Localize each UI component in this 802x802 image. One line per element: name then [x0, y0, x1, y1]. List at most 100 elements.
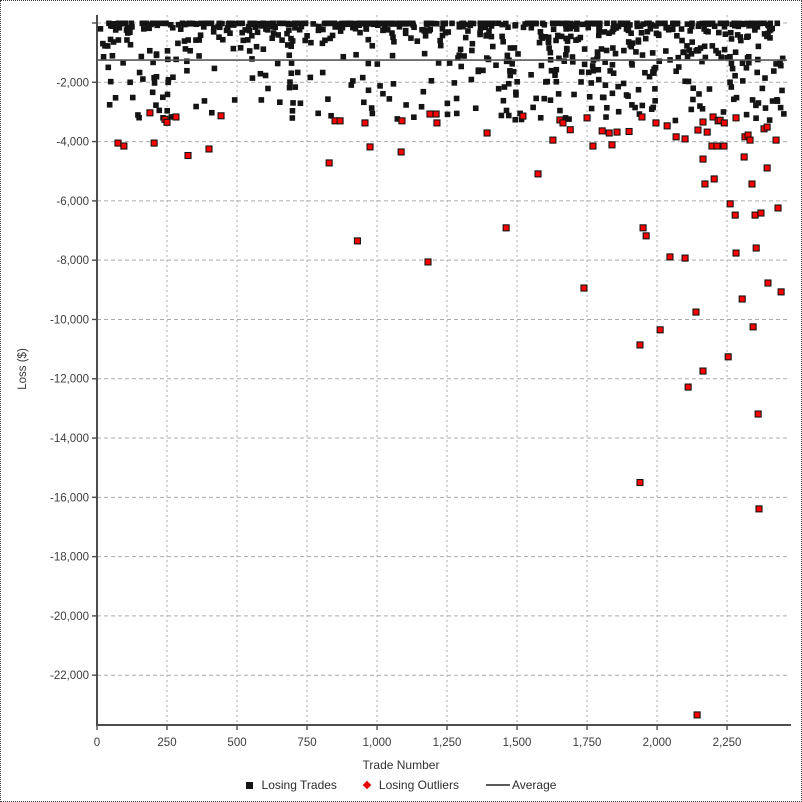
losing-trade-point: [461, 53, 467, 59]
axis-ticks: 0 250 500 750 1,000 1,250 1,500 1,750 2,000 2,250…: [50, 22, 741, 749]
losing-trade-point: [536, 39, 543, 46]
losing-outlier-point: [205, 145, 213, 153]
losing-trade-point: [553, 37, 559, 44]
losing-trade-point: [262, 72, 269, 79]
losing-outlier-point: [724, 353, 732, 361]
losing-trade-point: [505, 112, 512, 119]
losing-trade-point: [225, 21, 232, 28]
losing-trade-point: [541, 95, 548, 102]
losing-trade-point: [563, 52, 569, 58]
losing-trade-point: [239, 29, 245, 36]
losing-trade-point: [732, 49, 739, 56]
losing-trade-point: [550, 26, 557, 33]
losing-trade-point: [627, 42, 634, 48]
losing-trade-point: [289, 115, 296, 121]
losing-trade-point: [509, 61, 515, 67]
losing-trade-point: [288, 70, 295, 77]
losing-trade-point: [684, 53, 691, 60]
losing-trade-point: [337, 28, 344, 34]
losing-trade-point: [365, 60, 372, 67]
losing-trade-point: [446, 60, 453, 66]
losing-trade-point: [589, 63, 596, 69]
losing-trade-point: [304, 32, 310, 39]
losing-trade-point: [559, 20, 565, 27]
losing-trade-point: [644, 28, 651, 35]
losing-trade-point: [284, 30, 290, 37]
losing-trade-point: [533, 95, 539, 102]
losing-trade-point: [594, 49, 601, 55]
losing-trade-point: [229, 20, 235, 27]
x-tick-label: 750: [297, 737, 316, 749]
losing-trade-point: [600, 94, 607, 101]
losing-trade-point: [270, 30, 277, 36]
x-tick-label: 2,000: [643, 737, 672, 749]
y-axis-title: Loss ($): [17, 348, 29, 390]
losing-trade-point: [739, 78, 746, 84]
losing-trade-point: [739, 60, 746, 67]
losing-trade-point: [699, 20, 705, 27]
losing-trade-point: [120, 60, 126, 66]
losing-trade-point: [678, 26, 685, 32]
losing-trade-point: [286, 52, 293, 59]
losing-trade-point: [280, 20, 287, 27]
losing-trade-point: [495, 20, 502, 27]
losing-trade-point: [320, 26, 326, 33]
losing-trade-point: [693, 48, 699, 54]
losing-trade-point: [179, 20, 186, 27]
losing-trade-point: [210, 25, 217, 31]
losing-trade-point: [753, 115, 759, 121]
losing-trade-point: [779, 55, 786, 62]
losing-trade-point: [771, 68, 777, 74]
losing-trade-point: [336, 21, 342, 27]
losing-outlier-point: [672, 133, 680, 141]
losing-trade-point: [571, 91, 577, 98]
losing-trade-point: [513, 89, 519, 96]
losing-outlier-point: [580, 284, 588, 292]
losing-trade-point: [777, 104, 784, 111]
losing-trade-point: [690, 96, 696, 103]
losing-trade-point: [695, 23, 702, 30]
losing-trade-point: [759, 85, 766, 92]
losing-trade-point: [389, 52, 396, 59]
losing-trade-point: [246, 48, 253, 54]
losing-trade-point: [579, 21, 586, 28]
losing-trade-point: [610, 25, 617, 31]
losing-trade-point: [762, 105, 769, 111]
losing-trade-point: [754, 69, 760, 76]
losing-trade-point: [500, 38, 506, 45]
losing-trade-point: [737, 34, 744, 40]
losing-trade-point: [537, 114, 544, 121]
losing-outlier-point: [748, 180, 756, 188]
losing-trade-point: [541, 21, 548, 28]
losing-trade-point: [239, 20, 245, 27]
losing-trade-point: [635, 86, 642, 93]
losing-trade-point: [442, 29, 449, 36]
losing-trade-point: [688, 23, 695, 30]
losing-trade-point: [537, 29, 544, 35]
losing-trade-point: [721, 46, 728, 53]
losing-trade-point: [761, 20, 767, 27]
losing-outlier-point: [699, 118, 707, 126]
losing-trade-point: [380, 90, 386, 97]
losing-trade-point: [245, 23, 252, 30]
losing-trade-point: [542, 33, 548, 40]
losing-trade-point: [625, 93, 631, 99]
losing-trade-point: [395, 20, 402, 27]
losing-outlier-point: [709, 113, 717, 121]
losing-trade-point: [116, 24, 123, 31]
losing-outlier-point: [608, 141, 616, 149]
losing-trade-point: [193, 103, 199, 110]
losing-trade-point: [196, 53, 202, 59]
losing-trade-point: [153, 102, 159, 108]
losing-trade-point: [357, 20, 364, 27]
losing-trade-point: [200, 22, 207, 29]
losing-trade-point: [267, 21, 274, 27]
losing-outlier-point: [774, 204, 782, 212]
losing-trade-point: [465, 28, 471, 34]
losing-trade-point: [638, 29, 645, 36]
losing-trade-point: [110, 39, 117, 45]
losing-trade-point: [603, 114, 609, 120]
y-tick-label: -18,000: [50, 552, 89, 564]
losing-trade-point: [729, 21, 736, 28]
